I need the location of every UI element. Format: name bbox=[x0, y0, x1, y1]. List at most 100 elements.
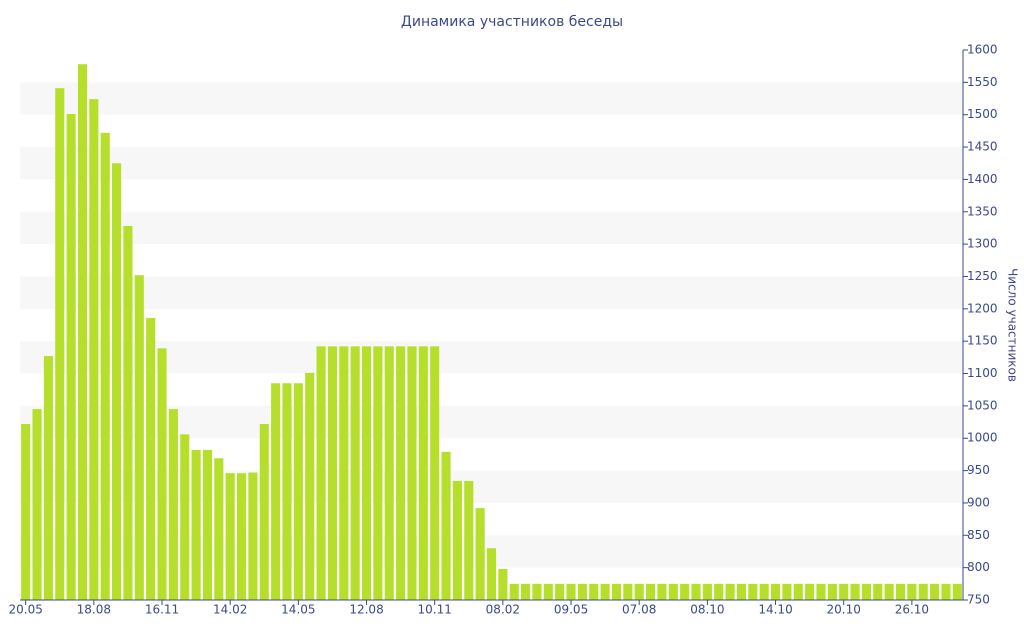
y-tick-label: 1550 bbox=[967, 75, 998, 89]
bar bbox=[475, 508, 485, 600]
bar bbox=[418, 346, 428, 600]
bar bbox=[327, 346, 337, 600]
bar bbox=[77, 64, 88, 600]
bar bbox=[486, 548, 497, 600]
y-tick-label: 950 bbox=[967, 463, 990, 477]
bar bbox=[702, 583, 712, 600]
bar bbox=[782, 583, 792, 600]
bar bbox=[32, 409, 42, 600]
bar bbox=[89, 99, 99, 601]
bar bbox=[282, 383, 292, 600]
x-tick-label: 08.10 bbox=[690, 603, 724, 617]
bar bbox=[543, 583, 553, 600]
bar bbox=[305, 372, 315, 600]
bar bbox=[396, 346, 406, 600]
bar bbox=[237, 473, 247, 600]
x-tick-label: 14.10 bbox=[758, 603, 792, 617]
y-tick-label: 900 bbox=[967, 495, 990, 509]
bar bbox=[623, 583, 633, 600]
bar bbox=[691, 583, 701, 600]
bar bbox=[316, 346, 326, 600]
bar bbox=[748, 583, 758, 600]
bar bbox=[350, 346, 360, 600]
bar bbox=[657, 583, 667, 600]
grid-band bbox=[20, 147, 963, 180]
bar bbox=[112, 163, 122, 600]
x-tick-label: 07.08 bbox=[622, 603, 656, 617]
y-tick-label: 1300 bbox=[967, 237, 998, 251]
bar bbox=[498, 568, 508, 600]
y-tick-label: 1600 bbox=[967, 43, 998, 57]
bar bbox=[430, 346, 440, 600]
y-tick-label: 1000 bbox=[967, 431, 998, 445]
bar bbox=[725, 583, 735, 600]
bar bbox=[952, 583, 962, 600]
x-tick-label: 09.05 bbox=[554, 603, 588, 617]
bar bbox=[827, 583, 837, 600]
bar bbox=[532, 583, 542, 600]
bar bbox=[293, 383, 303, 600]
bar bbox=[248, 472, 258, 600]
y-tick-label: 1450 bbox=[967, 140, 998, 154]
x-tick-label: 16.11 bbox=[145, 603, 179, 617]
bar bbox=[225, 473, 235, 600]
bar bbox=[339, 346, 349, 600]
bar bbox=[634, 583, 644, 600]
bar bbox=[589, 583, 599, 600]
bar bbox=[55, 88, 65, 601]
bar bbox=[850, 583, 860, 600]
bar bbox=[805, 583, 815, 600]
bar bbox=[861, 583, 871, 600]
bar bbox=[123, 226, 133, 600]
bar bbox=[146, 317, 156, 600]
bar bbox=[680, 583, 690, 600]
bar bbox=[577, 583, 587, 600]
y-tick-label: 750 bbox=[967, 593, 990, 607]
bar bbox=[611, 583, 622, 600]
bar bbox=[373, 346, 383, 600]
bar bbox=[384, 346, 394, 600]
bar bbox=[21, 424, 31, 600]
y-tick-label: 1100 bbox=[967, 366, 998, 380]
bar bbox=[407, 346, 417, 600]
x-tick-label: 20.10 bbox=[827, 603, 861, 617]
y-axis-label: Число участников bbox=[1006, 268, 1020, 382]
x-tick-label: 14.02 bbox=[213, 603, 247, 617]
bar bbox=[918, 583, 928, 600]
y-tick-label: 1350 bbox=[967, 204, 998, 218]
y-tick-label: 1200 bbox=[967, 301, 998, 315]
bar bbox=[157, 348, 167, 600]
x-tick-label: 26.10 bbox=[895, 603, 929, 617]
bar bbox=[884, 583, 894, 600]
bar bbox=[66, 114, 76, 600]
bar bbox=[895, 583, 906, 600]
bar bbox=[668, 583, 678, 600]
bar bbox=[191, 449, 201, 600]
bar bbox=[134, 275, 144, 600]
y-tick-label: 800 bbox=[967, 560, 990, 574]
bar bbox=[361, 346, 372, 600]
bar bbox=[566, 583, 576, 600]
bar bbox=[555, 583, 565, 600]
bar bbox=[464, 480, 474, 600]
bar bbox=[600, 583, 610, 600]
y-tick-label: 1500 bbox=[967, 107, 998, 121]
bar bbox=[271, 383, 281, 600]
bar bbox=[941, 583, 951, 600]
bar bbox=[714, 583, 724, 600]
bar bbox=[259, 424, 269, 600]
x-tick-label: 08.02 bbox=[486, 603, 520, 617]
bar bbox=[202, 449, 213, 600]
grid-band bbox=[20, 276, 963, 309]
x-tick-label: 10.11 bbox=[418, 603, 452, 617]
bar bbox=[100, 132, 110, 600]
bar bbox=[816, 583, 826, 600]
bar bbox=[452, 480, 462, 600]
y-tick-label: 1250 bbox=[967, 269, 998, 283]
bar bbox=[646, 583, 656, 600]
bar bbox=[759, 583, 769, 600]
bar bbox=[873, 583, 883, 600]
x-tick-label: 14.05 bbox=[281, 603, 315, 617]
